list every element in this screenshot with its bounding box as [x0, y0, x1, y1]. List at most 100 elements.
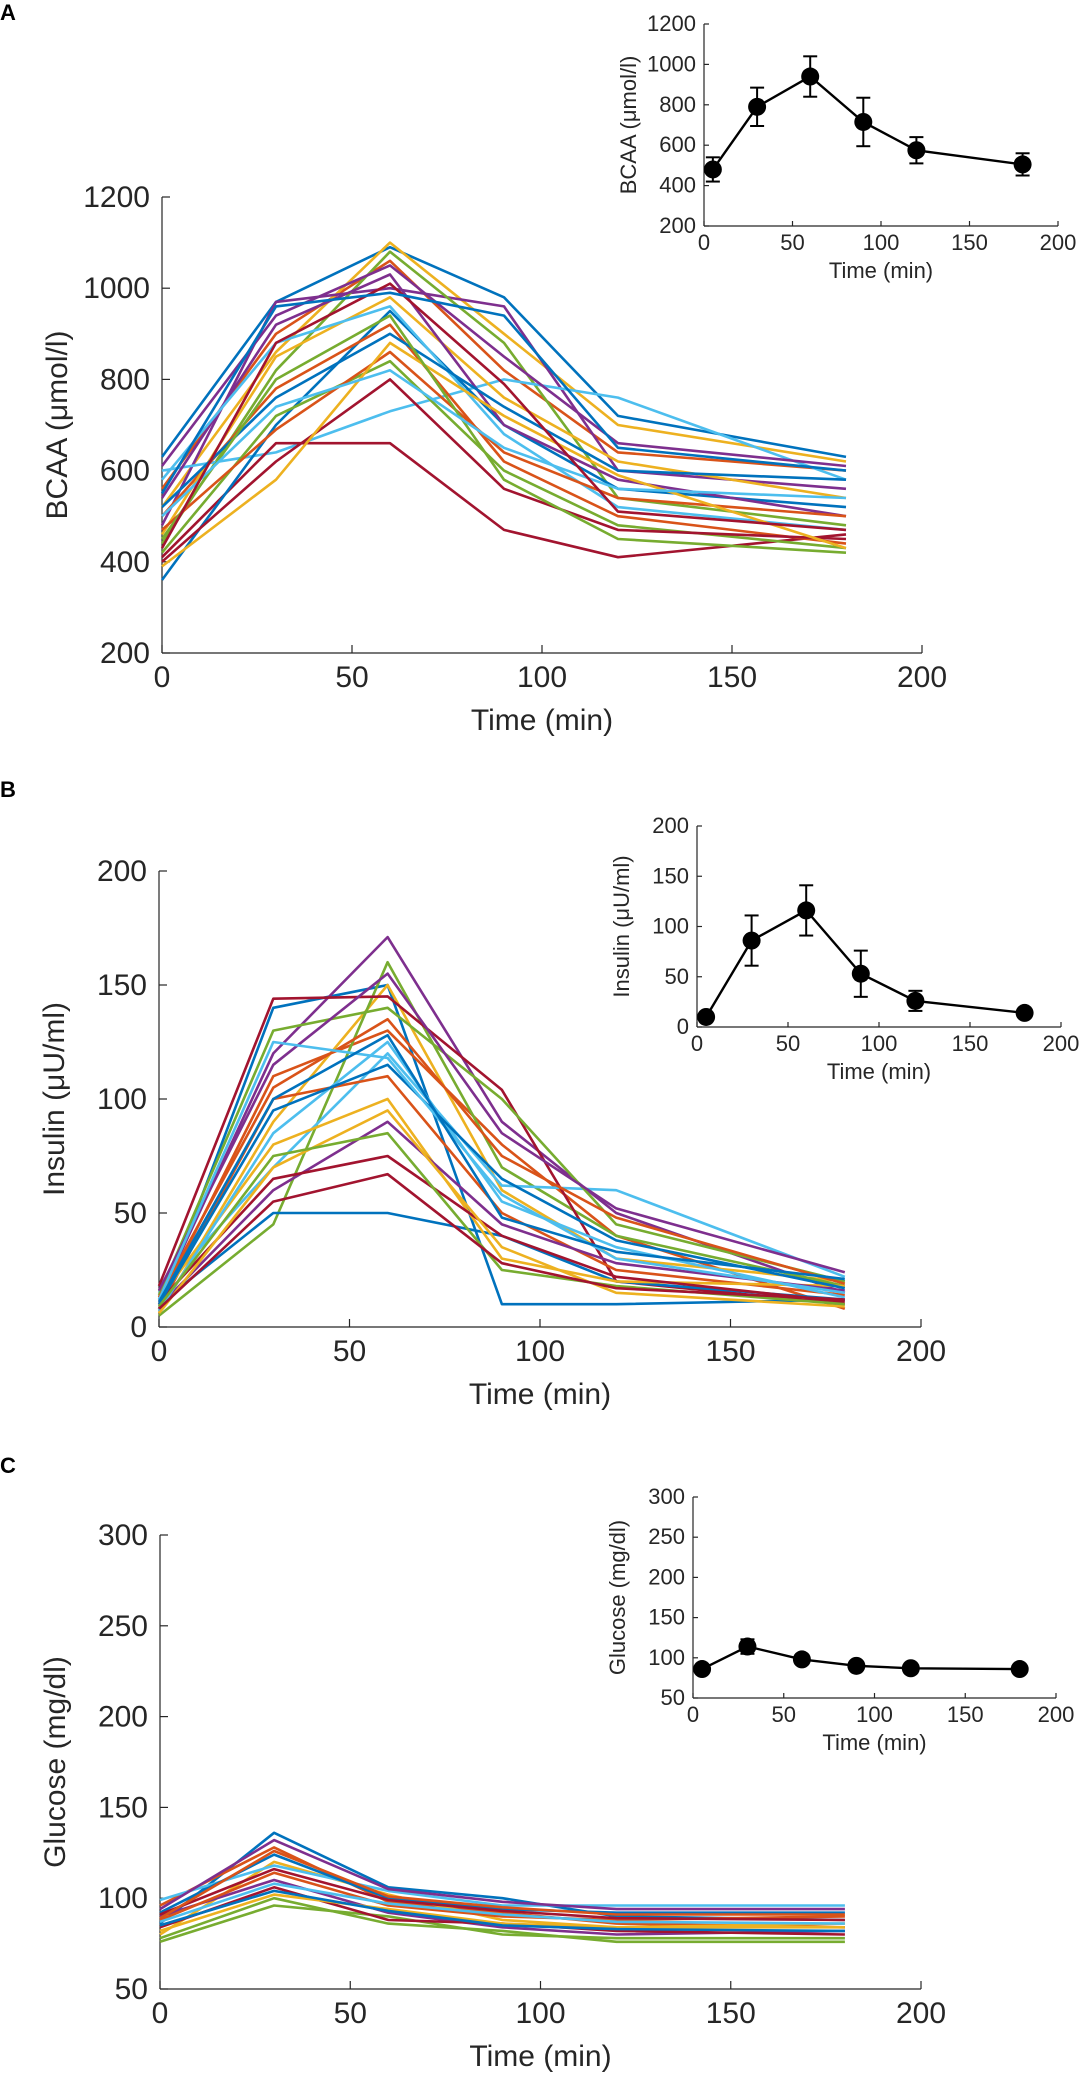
chart-a-inset-y-tick-label: 600 — [659, 132, 696, 157]
chart-b-main-x-label: Time (min) — [469, 1378, 611, 1411]
chart-a-inset-mean-line — [711, 75, 1023, 171]
chart-b-inset-x-tick-label: 0 — [691, 1031, 703, 1056]
chart-b-main-series-line — [157, 935, 846, 1301]
panel-letter-a: A — [0, 0, 16, 25]
chart-b-inset-x-tick-label: 150 — [952, 1031, 989, 1056]
chart-a-inset-y-tick-label: 200 — [659, 213, 696, 238]
chart-b-main-y-tick-label: 50 — [114, 1197, 147, 1230]
chart-a-main-x-label: Time (min) — [471, 704, 613, 737]
chart-b-main-series-line — [158, 1052, 846, 1294]
chart-b-main-series-line — [158, 1154, 845, 1304]
chart-a-inset-point — [854, 112, 873, 131]
chart-b-main-series-line — [157, 1109, 845, 1315]
chart-b-main-series-line — [158, 1172, 845, 1310]
chart-b-main-series-line — [158, 960, 846, 1317]
chart-c-main-x-tick-label: 50 — [334, 1997, 367, 2030]
chart-a-inset-point — [1013, 155, 1032, 174]
chart-c-main-series-line — [159, 1889, 845, 1933]
chart-c-inset-x-tick-label: 100 — [856, 1702, 893, 1727]
chart-b-main-series-line — [157, 1017, 846, 1299]
chart-b-inset-point — [742, 931, 761, 950]
chart-c-inset-y-tick-label: 300 — [648, 1484, 685, 1509]
chart-b-inset-y-label: Insulin (μU/ml) — [609, 855, 634, 997]
chart-c-main-series-line — [159, 1849, 845, 1920]
chart-c-inset-x-tick-label: 0 — [687, 1702, 699, 1727]
chart-b-inset-point — [906, 991, 925, 1010]
chart-c-main-x-tick-label: 100 — [515, 1997, 565, 2030]
chart-c-main-series-line — [159, 1896, 845, 1944]
chart-c-main-series-line — [159, 1882, 845, 1925]
chart-b-main-series-line — [157, 1033, 845, 1303]
chart-b-main-y-tick-label: 200 — [97, 855, 147, 888]
chart-a-main-x-tick-label: 200 — [897, 661, 947, 694]
chart-a-main-series-line — [161, 323, 847, 545]
chart-a-main-y-label: BCAA (μmol/l) — [41, 331, 74, 520]
chart-a-main-y-tick-label: 200 — [100, 637, 150, 670]
chart-c-main-y-tick-label: 50 — [115, 1973, 148, 2006]
panel-letter-c: C — [0, 1453, 16, 1478]
chart-b-main-x-tick-label: 150 — [705, 1335, 755, 1368]
chart-c-main-y-tick-label: 200 — [98, 1701, 148, 1734]
chart-a-inset-y-label: BCAA (μmol/l) — [616, 56, 641, 195]
chart-a-main-series-line — [160, 273, 847, 518]
chart-a-inset: 0 50 100 150 200 200 400 600 800 1000 1200 Time (mi… — [616, 11, 1076, 283]
chart-a-main-y-tick-label: 1000 — [83, 272, 150, 305]
chart-b-inset-point — [797, 901, 816, 920]
chart-a-main-series-line — [161, 441, 847, 559]
chart-c-main-y-label: Glucose (mg/dl) — [39, 1656, 72, 1868]
chart-b-main-y-tick-label: 150 — [97, 969, 147, 1002]
chart-a-main-y-tick-label: 600 — [100, 455, 150, 488]
chart-b-inset: 0 50 100 150 200 0 50 100 150 200 Time (min) Insuli… — [609, 813, 1079, 1084]
chart-a-inset-x-tick-label: 100 — [863, 230, 900, 255]
chart-c-inset-point — [901, 1659, 920, 1678]
chart-c-main-x-tick-label: 0 — [152, 1997, 169, 2030]
chart-b-main-series-line — [158, 1211, 845, 1306]
chart-c-inset-y-label: Glucose (mg/dl) — [605, 1520, 630, 1675]
chart-c-main-x-tick-label: 150 — [706, 1997, 756, 2030]
chart-b-main-series-line — [157, 1063, 846, 1305]
chart-a-main-series-line — [160, 291, 847, 495]
chart-b-main-x-tick-label: 0 — [151, 1335, 168, 1368]
chart-b-main-y-tick-label: 100 — [97, 1083, 147, 1116]
chart-b-inset-y-tick-label: 200 — [652, 813, 689, 838]
chart-a-inset-point — [801, 67, 820, 86]
chart-a-main-series-line — [160, 314, 847, 554]
chart-b-inset-y-tick-label: 50 — [665, 964, 689, 989]
chart-a-main-series-line — [160, 309, 847, 581]
panel-letter-b: B — [0, 777, 16, 802]
chart-a-inset-y-tick-label: 1000 — [647, 51, 696, 76]
chart-c-main-series-line — [159, 1878, 845, 1936]
chart-a-main-series-line — [160, 250, 847, 545]
chart-b-inset-point — [697, 1007, 716, 1026]
chart-a-main-y-tick-label: 1200 — [83, 181, 150, 214]
chart-c-inset-y-tick-label: 150 — [648, 1605, 685, 1630]
chart-a-main-series-line — [160, 282, 847, 549]
chart-b-inset-x-label: Time (min) — [827, 1059, 931, 1084]
chart-a-main-series-line — [161, 359, 847, 554]
chart-a-main-series-line — [161, 378, 847, 563]
chart-a-inset-x-tick-label: 150 — [951, 230, 988, 255]
chart-a-inset-point — [748, 97, 767, 116]
chart-b-inset-mean-line — [705, 908, 1025, 1018]
chart-b-inset-point — [1015, 1003, 1034, 1022]
chart-b-main: 0 50 100 150 200 0 50 100 150 200 Time (min) Insuli… — [38, 855, 946, 1411]
chart-c-main-x-tick-label: 200 — [896, 1997, 946, 2030]
chart-c-inset-point — [693, 1660, 712, 1679]
chart-a-main-x-tick-label: 150 — [707, 661, 757, 694]
chart-c-main-series-line — [159, 1904, 845, 1944]
chart-b-inset-point — [851, 964, 870, 983]
chart-c-inset-point — [738, 1637, 757, 1656]
chart-c-inset-x-tick-label: 50 — [772, 1702, 796, 1727]
chart-c-main-y-tick-label: 100 — [98, 1882, 148, 1915]
chart-c-main-series-line — [159, 1864, 845, 1907]
chart-c-main-x-label: Time (min) — [469, 2040, 611, 2073]
chart-a-main-y-tick-label: 400 — [100, 546, 150, 579]
chart-c-inset-x-label: Time (min) — [822, 1730, 926, 1755]
chart-a-inset-y-tick-label: 1200 — [647, 11, 696, 36]
chart-b-main-series-line — [157, 983, 845, 1310]
chart-b-inset-x-tick-label: 200 — [1043, 1031, 1080, 1056]
chart-a-inset-point — [703, 160, 722, 179]
